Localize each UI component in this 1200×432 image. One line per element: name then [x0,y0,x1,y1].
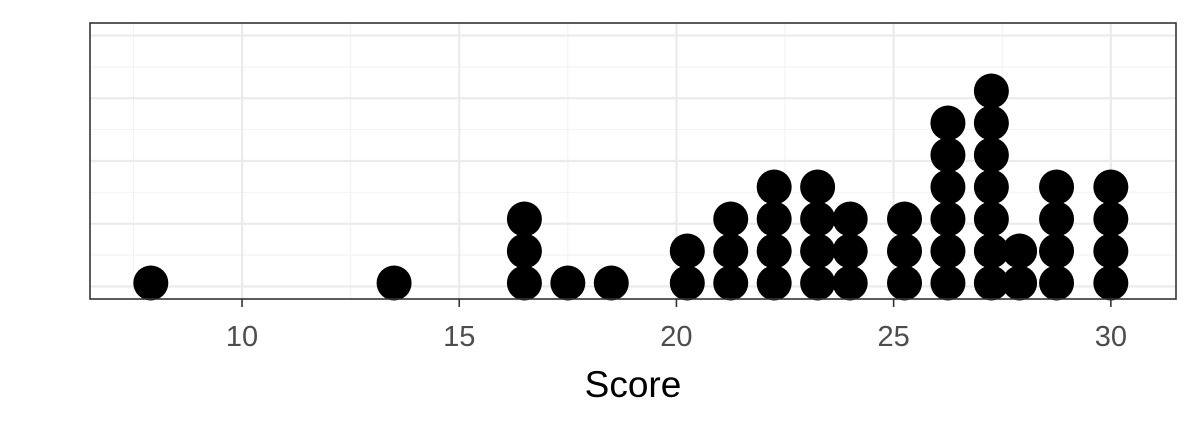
data-dot [506,233,542,269]
data-dot [973,137,1009,173]
x-tick-label: 15 [443,321,475,353]
data-dot [713,201,749,237]
data-dot [887,265,922,301]
data-dot [506,265,542,301]
x-tick-label: 30 [1095,321,1127,353]
data-dot [832,201,868,237]
data-dot [930,233,966,269]
data-dot [550,265,586,301]
data-dot [887,201,922,237]
data-dot [1039,169,1075,205]
data-dot [973,105,1009,141]
x-axis: 10 15 20 25 30 [226,299,1127,353]
data-dot [930,105,966,141]
data-dot [832,265,868,301]
data-dot [800,265,836,301]
data-dot [669,265,705,301]
data-dot [973,73,1009,109]
x-axis-title: Score [585,364,682,405]
data-dot [1039,201,1075,237]
data-dot [832,233,868,269]
data-dot [506,201,542,237]
x-tick-label: 25 [878,321,910,353]
x-tick-label: 20 [660,321,692,353]
data-dot [1002,265,1038,301]
data-dot [930,201,966,237]
data-dot [133,265,169,301]
data-dot [800,169,836,205]
data-dot [930,137,966,173]
data-dot [800,233,836,269]
data-dot [1093,169,1129,205]
data-dot [973,265,1009,301]
data-dot [756,201,792,237]
dots [133,73,1129,301]
data-dot [593,265,629,301]
data-dot [973,169,1009,205]
data-dot [1093,201,1129,237]
panel-border [89,22,1177,300]
data-dot [756,265,792,301]
data-dot [973,233,1009,269]
data-dot [1039,233,1075,269]
data-dot [930,265,966,301]
data-dot [756,233,792,269]
data-dot [930,169,966,205]
data-dot [887,233,922,269]
data-dot [713,233,749,269]
data-dot [713,265,749,301]
data-dot [1039,265,1075,301]
x-tick-label: 10 [226,321,258,353]
data-dot [669,233,705,269]
data-dot [1093,265,1129,301]
data-dot [1093,233,1129,269]
data-dot [973,201,1009,237]
data-dot [1002,233,1038,269]
data-dot [756,169,792,205]
data-dot [376,265,412,301]
data-dot [800,201,836,237]
